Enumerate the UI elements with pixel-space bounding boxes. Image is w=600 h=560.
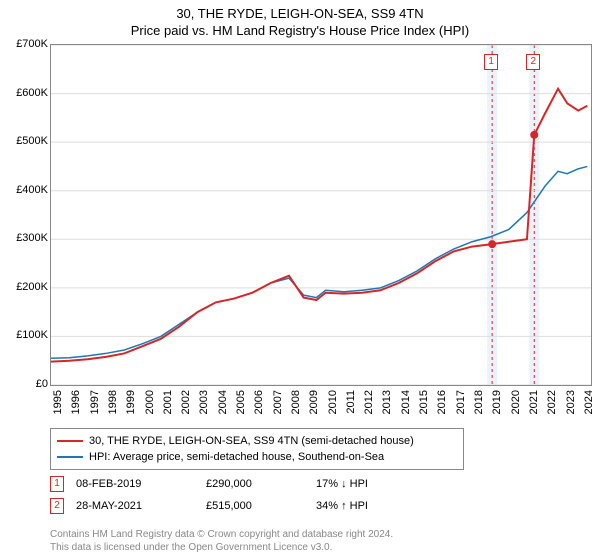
- y-tick-label: £500K: [2, 135, 48, 147]
- x-tick-label: 2021: [528, 390, 540, 420]
- sale-marker-badge: 1: [50, 476, 64, 492]
- x-tick-label: 2013: [381, 390, 393, 420]
- x-tick-label: 2004: [217, 390, 229, 420]
- table-row: 2 28-MAY-2021 £515,000 34% ↑ HPI: [50, 495, 590, 517]
- x-tick-label: 2019: [491, 390, 503, 420]
- x-tick-label: 2006: [253, 390, 265, 420]
- x-tick-label: 2016: [436, 390, 448, 420]
- x-tick-label: 1999: [125, 390, 137, 420]
- sale-price: £290,000: [206, 478, 316, 490]
- sale-price: £515,000: [206, 500, 316, 512]
- x-tick-label: 1997: [89, 390, 101, 420]
- x-tick-label: 2011: [345, 390, 357, 420]
- footer-line: Contains HM Land Registry data © Crown c…: [50, 528, 393, 541]
- legend-label: 30, THE RYDE, LEIGH-ON-SEA, SS9 4TN (sem…: [89, 433, 414, 449]
- chart-title: 30, THE RYDE, LEIGH-ON-SEA, SS9 4TN: [0, 0, 600, 21]
- legend-swatch: [57, 456, 83, 458]
- x-tick-label: 2018: [473, 390, 485, 420]
- sales-table: 1 08-FEB-2019 £290,000 17% ↓ HPI 2 28-MA…: [50, 473, 590, 517]
- y-tick-label: £100K: [2, 329, 48, 341]
- x-tick-label: 2002: [180, 390, 192, 420]
- y-tick-label: £0: [2, 378, 48, 390]
- chart-plot-area: [50, 44, 592, 386]
- sale-hpi-diff: 34% ↑ HPI: [316, 500, 426, 512]
- legend-item: 30, THE RYDE, LEIGH-ON-SEA, SS9 4TN (sem…: [57, 433, 457, 449]
- y-tick-label: £700K: [2, 38, 48, 50]
- y-tick-label: £400K: [2, 184, 48, 196]
- chart-subtitle: Price paid vs. HM Land Registry's House …: [0, 21, 600, 42]
- sale-date: 28-MAY-2021: [76, 500, 206, 512]
- sale-hpi-diff: 17% ↓ HPI: [316, 478, 426, 490]
- y-tick-label: £300K: [2, 232, 48, 244]
- x-tick-label: 2014: [400, 390, 412, 420]
- x-tick-label: 2005: [235, 390, 247, 420]
- sale-date: 08-FEB-2019: [76, 478, 206, 490]
- x-tick-label: 2010: [327, 390, 339, 420]
- chart-svg: [51, 45, 591, 385]
- x-tick-label: 2000: [144, 390, 156, 420]
- x-tick-label: 1998: [107, 390, 119, 420]
- x-tick-label: 2023: [565, 390, 577, 420]
- sale-marker-badge: 2: [50, 498, 64, 514]
- x-tick-label: 2015: [418, 390, 430, 420]
- x-tick-label: 1996: [70, 390, 82, 420]
- x-tick-label: 2007: [272, 390, 284, 420]
- footer-attribution: Contains HM Land Registry data © Crown c…: [50, 528, 393, 554]
- x-tick-label: 1995: [52, 390, 64, 420]
- y-tick-label: £600K: [2, 87, 48, 99]
- x-tick-label: 2017: [455, 390, 467, 420]
- x-tick-label: 2022: [546, 390, 558, 420]
- legend-item: HPI: Average price, semi-detached house,…: [57, 449, 457, 465]
- x-tick-label: 2003: [198, 390, 210, 420]
- footer-line: This data is licensed under the Open Gov…: [50, 541, 393, 554]
- sale-marker-badge: 1: [484, 54, 498, 70]
- x-tick-label: 2020: [510, 390, 522, 420]
- chart-legend: 30, THE RYDE, LEIGH-ON-SEA, SS9 4TN (sem…: [50, 428, 464, 470]
- x-tick-label: 2009: [308, 390, 320, 420]
- x-tick-label: 2001: [162, 390, 174, 420]
- x-tick-label: 2008: [290, 390, 302, 420]
- legend-label: HPI: Average price, semi-detached house,…: [89, 449, 384, 465]
- sale-marker-badge: 2: [526, 54, 540, 70]
- table-row: 1 08-FEB-2019 £290,000 17% ↓ HPI: [50, 473, 590, 495]
- legend-swatch: [57, 440, 83, 442]
- x-tick-label: 2024: [583, 390, 595, 420]
- y-tick-label: £200K: [2, 281, 48, 293]
- x-tick-label: 2012: [363, 390, 375, 420]
